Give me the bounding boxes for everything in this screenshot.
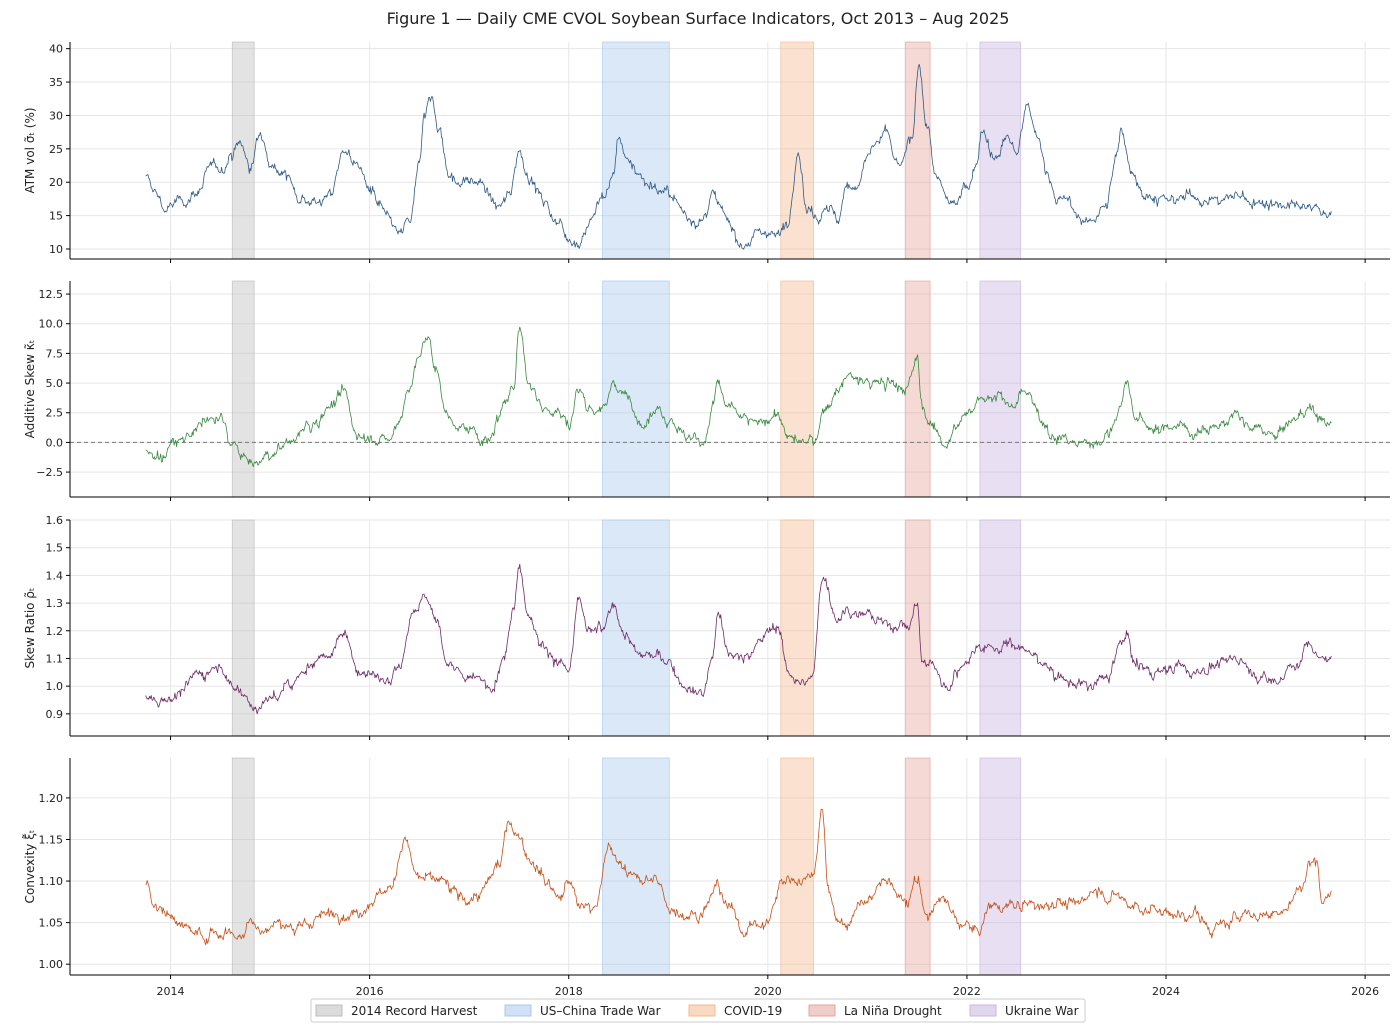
event-band-0: [231, 41, 255, 260]
y-tick-label: 1.10: [39, 875, 64, 888]
y-tick-label: 20: [49, 176, 63, 189]
panels: 10 15 20 25 30 35 40 ATM vol σ̃ₜ (%) −2.5 0.0 2.5 5…: [22, 41, 1390, 979]
panel-3: 1.00 1.05 1.10 1.15 1.20 Convexity ξ̃ₜ: [22, 757, 1390, 979]
legend-entry-4: Ukraine War: [1005, 1004, 1079, 1018]
x-tick-label: 2024: [1152, 985, 1180, 998]
panel-2: 0.9 1.0 1.1 1.2 1.3 1.4 1.5 1.6 Skew Ratio ρ̃ₜ: [23, 514, 1390, 740]
event-band-4: [979, 41, 1022, 260]
event-band-1: [602, 280, 670, 498]
y-tick-label: 1.6: [46, 514, 64, 527]
legend-entry-3: La Niña Drought: [844, 1004, 942, 1018]
y-axis-label: Skew Ratio ρ̃ₜ: [23, 588, 37, 669]
y-tick-label: 40: [49, 43, 63, 56]
event-band-1: [602, 41, 670, 260]
x-tick-label: 2020: [754, 985, 782, 998]
event-band-3: [904, 41, 931, 260]
legend: 2014 Record Harvest US–China Trade War COV…: [310, 998, 1086, 1023]
y-axis-label: Additive Skew κ̃ₜ: [23, 340, 37, 439]
series-line-2: [145, 563, 1332, 715]
y-tick-label: 35: [49, 76, 63, 89]
legend-swatch-1: [504, 1004, 532, 1017]
y-tick-label: 1.0: [46, 680, 64, 693]
y-axis-label: Convexity ξ̃ₜ: [22, 830, 37, 904]
event-band-0: [231, 280, 255, 498]
y-tick-label: 1.05: [39, 917, 64, 930]
y-tick-label: 0.9: [46, 708, 64, 721]
panel-1: −2.5 0.0 2.5 5.0 7.5 10.0 12.5 Additive Skew κ̃…: [23, 280, 1390, 501]
event-band-2: [780, 41, 815, 260]
y-tick-label: 1.15: [39, 833, 64, 846]
y-tick-label: 10: [49, 243, 63, 256]
event-band-0: [231, 519, 255, 737]
y-tick-label: 25: [49, 143, 63, 156]
x-tick-label: 2014: [157, 985, 185, 998]
series-line-3: [145, 808, 1332, 946]
y-tick-label: 1.4: [46, 569, 64, 582]
y-tick-label: 1.2: [46, 625, 64, 638]
y-tick-label: 1.00: [39, 958, 64, 971]
series-line-0: [145, 64, 1332, 250]
event-band-2: [780, 280, 815, 498]
y-tick-label: 1.3: [46, 597, 64, 610]
y-tick-label: 1.20: [39, 792, 64, 805]
series-line-1: [145, 326, 1332, 468]
figure-title: Figure 1 — Daily CME CVOL Soybean Surfac…: [387, 9, 1010, 28]
legend-swatch-2: [688, 1004, 716, 1017]
event-band-3: [904, 519, 931, 737]
event-band-0: [231, 757, 255, 976]
event-band-3: [904, 757, 931, 976]
event-band-4: [979, 280, 1022, 498]
event-band-1: [602, 519, 670, 737]
event-band-4: [979, 519, 1022, 737]
legend-swatch-4: [969, 1004, 997, 1017]
y-tick-label: −2.5: [36, 466, 63, 479]
y-axis-label: ATM vol σ̃ₜ (%): [23, 107, 37, 193]
legend-entry-1: US–China Trade War: [540, 1004, 661, 1018]
x-tick-label: 2026: [1351, 985, 1379, 998]
legend-entry-0: 2014 Record Harvest: [351, 1004, 478, 1018]
y-tick-label: 2.5: [46, 407, 64, 420]
y-tick-label: 7.5: [46, 347, 64, 360]
x-tick-label: 2022: [953, 985, 981, 998]
y-tick-label: 10.0: [39, 318, 64, 331]
event-band-2: [780, 519, 815, 737]
y-tick-label: 5.0: [46, 377, 64, 390]
event-band-4: [979, 757, 1022, 976]
event-band-3: [904, 280, 931, 498]
y-tick-label: 30: [49, 109, 63, 122]
x-axis: 2014 2016 2018 2020 2022 2024 2026: [157, 985, 1380, 998]
event-band-2: [780, 757, 815, 976]
panel-0: 10 15 20 25 30 35 40 ATM vol σ̃ₜ (%): [23, 41, 1390, 263]
legend-entry-2: COVID-19: [724, 1004, 782, 1018]
y-tick-label: 0.0: [46, 436, 64, 449]
y-tick-label: 1.1: [46, 652, 64, 665]
legend-swatch-3: [808, 1004, 836, 1017]
event-band-1: [602, 757, 670, 976]
x-tick-label: 2018: [555, 985, 583, 998]
legend-swatch-0: [315, 1004, 343, 1017]
y-tick-label: 1.5: [46, 542, 64, 555]
y-tick-label: 12.5: [39, 288, 64, 301]
y-tick-label: 15: [49, 210, 63, 223]
x-tick-label: 2016: [356, 985, 384, 998]
